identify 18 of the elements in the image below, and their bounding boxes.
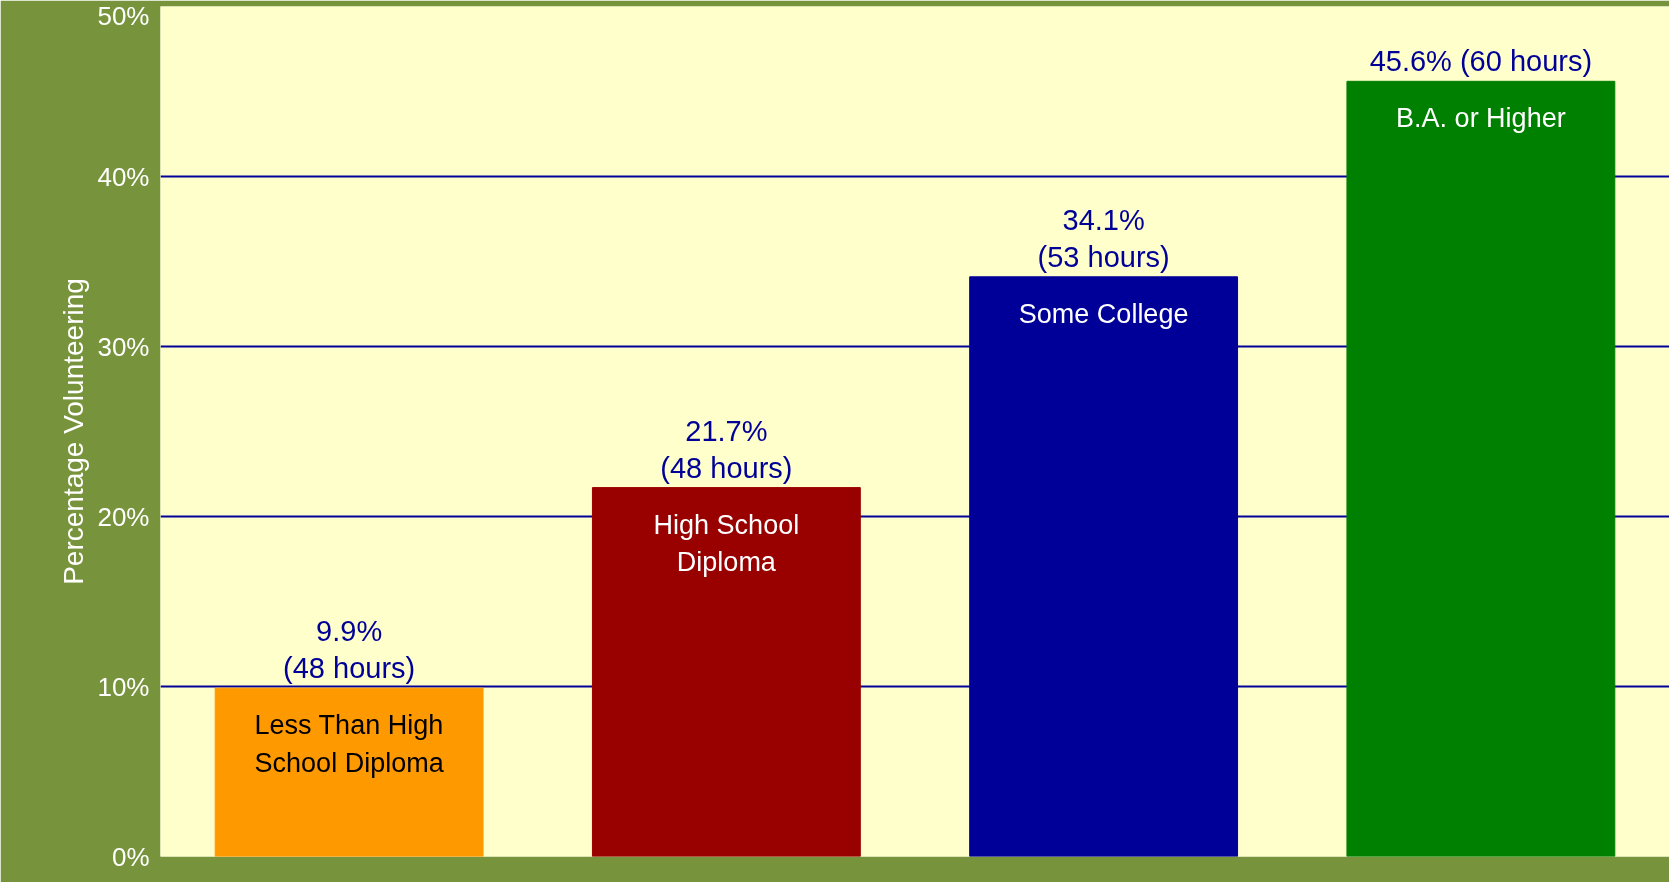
bar [214,687,484,857]
y-tick-label: 40% [97,161,150,192]
bar [591,487,861,857]
x-tick-label: Less Than High School Diploma [254,710,445,778]
data-label: 45.6% (60 hours) [1369,45,1593,78]
y-tick-label: 0% [111,841,150,872]
y-tick-label: 30% [97,331,150,362]
data-label: 9.9% (48 hours) [283,615,416,685]
y-axis-title: Percentage Volunteering [58,278,90,585]
x-tick-label: B.A. or Higher [1396,103,1566,134]
y-tick-label: 10% [97,671,150,702]
y-tick-label: 50% [97,0,150,31]
x-tick-label: High School Diploma [653,509,800,578]
x-tick-label: Some College [1018,298,1189,329]
y-tick-label: 20% [97,501,150,532]
bar [1346,80,1616,857]
data-label: 34.1% (53 hours) [1037,204,1170,273]
data-label: 21.7% (48 hours) [660,414,793,484]
